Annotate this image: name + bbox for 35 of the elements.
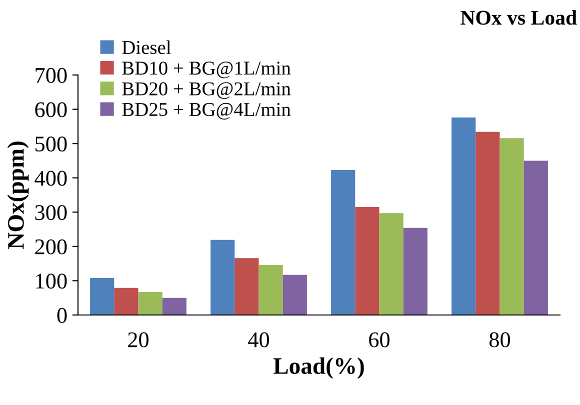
bar xyxy=(452,118,476,315)
bar xyxy=(210,240,235,315)
y-tick-label: 400 xyxy=(34,170,67,186)
bar xyxy=(234,258,259,315)
y-tick-label: 0 xyxy=(57,308,67,323)
legend-label: Diesel xyxy=(122,40,171,54)
legend-label: BD10 + BG@1L/min xyxy=(122,62,291,78)
x-tick-label: 40 xyxy=(248,332,270,348)
bar xyxy=(282,274,307,315)
x-tick-label: 60 xyxy=(369,332,390,348)
x-axis-title: Load(%) xyxy=(273,357,364,379)
y-tick-label: 200 xyxy=(35,239,67,254)
bar xyxy=(524,160,548,315)
chart-title: NOx vs Load xyxy=(460,10,577,25)
y-tick-label: 100 xyxy=(36,274,67,289)
y-tick-label: 500 xyxy=(36,136,67,152)
y-tick-label: 700 xyxy=(36,68,67,83)
bar xyxy=(355,207,380,315)
bar xyxy=(114,288,138,315)
y-tick-label: 300 xyxy=(35,205,67,220)
legend-label: BD25 + BG@4L/min xyxy=(122,102,291,120)
x-tick-label: 20 xyxy=(128,332,149,348)
bar xyxy=(379,213,404,315)
bar xyxy=(331,170,356,315)
x-tick-label: 80 xyxy=(489,332,510,348)
bar xyxy=(162,298,186,315)
y-axis-title: NOx(ppm) xyxy=(7,142,29,249)
bar xyxy=(90,278,114,315)
bar xyxy=(500,138,524,315)
legend-label: BD20 + BG@2L/min xyxy=(122,82,291,99)
bar xyxy=(476,132,500,315)
bar xyxy=(403,228,428,315)
bar xyxy=(258,264,283,315)
y-tick-label: 600 xyxy=(35,102,67,118)
bar xyxy=(138,292,162,315)
